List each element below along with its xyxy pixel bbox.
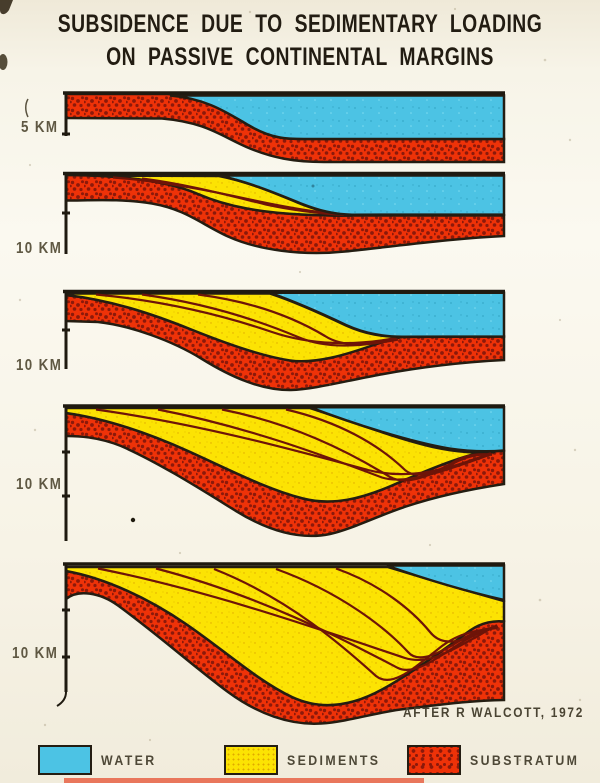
panel-5-scale-bar [62, 562, 70, 692]
figure-title: SUBSIDENCE DUE TO SEDIMENTARY LOADING ON… [0, 9, 600, 71]
panel-1 [25, 91, 506, 164]
attribution: AFTER R WALCOTT, 1972 [403, 705, 585, 721]
panel-2-bedding-lines [112, 176, 345, 217]
panel-3 [62, 289, 506, 392]
title-line-1: SUBSIDENCE DUE TO SEDIMENTARY LOADING [57, 9, 543, 38]
legend-swatch-sediments [224, 745, 278, 775]
panel-1-water [169, 94, 506, 141]
scale-label-panel-3: 10 KM [16, 357, 63, 375]
legend-swatch-substratum [407, 745, 461, 775]
legend-item-substratum: SUBSTRATUM [407, 745, 585, 775]
scan-artifacts [0, 0, 582, 783]
panel-2 [62, 171, 506, 255]
panel-5-scale-bar-hook [56, 691, 67, 707]
scale-label-panel-5: 10 KM [12, 645, 59, 663]
title-line-2: ON PASSIVE CONTINENTAL MARGINS [106, 42, 494, 71]
panel-3-scale-bar [62, 290, 70, 369]
panel-4-water [309, 406, 506, 453]
legend-label-substratum: SUBSTRATUM [470, 752, 580, 768]
scale-label-panel-4: 10 KM [16, 476, 63, 494]
legend-label-water: WATER [101, 752, 157, 768]
scale-label-panel-2: 10 KM [16, 240, 63, 258]
panel-1-scale-flourish [25, 98, 29, 118]
legend-item-sediments: SEDIMENTS [224, 745, 385, 775]
panel-2-scale-bar [62, 172, 70, 254]
panel-4 [62, 404, 506, 541]
panel-5 [56, 562, 506, 725]
panel-2-water [218, 174, 506, 216]
panel-5-bedding-lines [97, 567, 499, 682]
panel-5-water [386, 564, 506, 602]
legend-item-water: WATER [38, 745, 159, 775]
legend-label-sediments: SEDIMENTS [287, 752, 381, 768]
panel-1-scale-bar [62, 92, 70, 136]
panel-4-scale-bar [62, 404, 70, 541]
legend-swatch-water [38, 745, 92, 775]
panel-4-bedding-lines [95, 408, 493, 482]
scale-label-panel-1: 5 KM [21, 119, 59, 137]
panel-3-bedding-lines [95, 293, 399, 347]
panel-3-water [269, 291, 506, 339]
